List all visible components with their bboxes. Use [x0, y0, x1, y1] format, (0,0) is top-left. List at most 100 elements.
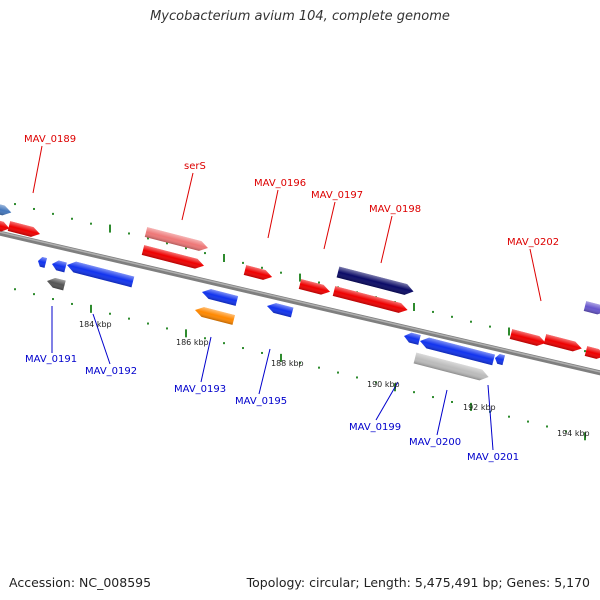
lower-track-tick — [71, 302, 73, 305]
kbp-label: 186 kbp — [176, 338, 209, 347]
lower-track-tick — [546, 425, 548, 428]
gene-MAV_0197-shade — [298, 279, 331, 295]
label-MAV_0198-leader — [380, 215, 393, 264]
gene-MAV_0196-shade — [243, 265, 273, 280]
edge-gene-red-left — [0, 219, 10, 232]
lower-track-tick — [33, 293, 35, 296]
label-MAV_0189-label: MAV_0189 — [24, 134, 76, 145]
lower-track-tick — [128, 317, 130, 320]
kbp-label: 192 kbp — [463, 403, 496, 412]
label-MAV_0193-label: MAV_0193 — [174, 384, 226, 395]
label-MAV_0200-label: MAV_0200 — [409, 437, 461, 448]
lower-track-tick — [565, 430, 567, 433]
gene-unlabelled-red — [543, 334, 582, 352]
accession-label: Accession: NC_008595 — [9, 575, 152, 590]
gene-MAV_0202-shade — [509, 329, 546, 346]
edge-gene-purple-right — [583, 301, 600, 315]
lower-track-tick — [14, 288, 16, 291]
gene-MAV_0198 — [332, 286, 408, 313]
upper-track-tick — [204, 252, 206, 255]
edge-gene-red-left-shade — [0, 219, 10, 232]
upper-track-tick — [584, 350, 586, 353]
gene-serS-neighbor — [141, 245, 205, 269]
gene-unlabelled-red-shade — [543, 334, 582, 352]
upper-track-tick — [280, 271, 282, 274]
gene-small-blue-d-shade — [404, 332, 421, 345]
lower-track-tick — [147, 322, 149, 325]
lower-track-tick — [166, 327, 168, 330]
gene-MAV_0191 — [47, 277, 66, 291]
lower-track-tick — [356, 376, 358, 379]
gene-MAV_0192-shade — [67, 261, 135, 288]
gene-serS-shade — [144, 227, 208, 251]
label-MAV_0189-leader — [32, 145, 43, 194]
upper-track-tick — [261, 266, 263, 269]
label-MAV_0200-leader — [436, 389, 448, 436]
label-MAV_0197-label: MAV_0197 — [311, 190, 363, 201]
label-MAV_0196-label: MAV_0196 — [254, 178, 306, 189]
lower-track-tick — [204, 337, 206, 340]
gene-MAV_0197 — [298, 279, 331, 295]
edge-gene-steelblue-shade — [0, 202, 12, 216]
gene-features — [0, 202, 600, 381]
upper-track-tick — [128, 232, 130, 235]
label-MAV_0197-leader — [323, 201, 336, 250]
gene-small-blue-a-shade — [38, 256, 47, 268]
gene-small-blue-a — [38, 256, 47, 268]
label-serS-leader — [181, 172, 194, 221]
upper-track-tick — [489, 325, 491, 328]
upper-track-tick — [33, 207, 35, 210]
lower-track-tick — [375, 381, 377, 384]
upper-track-tick — [185, 247, 187, 250]
lower-track-tick — [223, 342, 225, 345]
gene-MAV_0201-shade — [413, 352, 489, 381]
lower-track-tick — [508, 415, 510, 418]
lower-track-tick — [432, 396, 434, 399]
lower-track-tick — [299, 361, 301, 364]
edge-gene-steelblue — [0, 202, 12, 216]
kbp-label: 184 kbp — [79, 320, 112, 329]
gene-serS — [144, 227, 208, 251]
kbp-label: 194 kbp — [557, 429, 590, 438]
lower-track-tick — [413, 391, 415, 394]
lower-track-tick — [52, 298, 54, 301]
gene-MAV_0198-shade — [332, 286, 408, 313]
upper-track-tick — [318, 281, 320, 284]
gene-MAV_0202 — [509, 329, 546, 346]
gene-MAV_0199-shade — [420, 337, 495, 366]
gene-labels: MAV_0189 serS MAV_0196 MAV_0197 MAV_0198 MAV_… — [24, 134, 590, 463]
lower-track-tick — [318, 366, 320, 369]
lower-track-tick — [242, 347, 244, 350]
gene-blue-c — [202, 289, 239, 306]
label-MAV_0195-leader — [258, 348, 271, 395]
kbp-label: 190 kbp — [367, 380, 400, 389]
label-MAV_0201-leader — [487, 384, 494, 451]
label-serS-label: serS — [184, 161, 206, 172]
upper-track-tick — [432, 310, 434, 313]
upper-track-tick — [52, 212, 54, 215]
gene-MAV_0193-shade — [195, 307, 235, 325]
upper-track-tick — [166, 242, 168, 245]
gene-MAV_0196 — [243, 265, 273, 280]
gene-MAV_0199 — [420, 337, 495, 366]
label-MAV_0193-leader — [200, 336, 212, 383]
upper-track-tick — [90, 222, 92, 225]
gene-MAV_0193 — [195, 307, 235, 325]
gene-small-blue-d — [404, 332, 421, 345]
label-MAV_0192-label: MAV_0192 — [85, 366, 137, 377]
lower-track-tick — [109, 312, 111, 315]
gene-serS-neighbor-shade — [141, 245, 205, 269]
gene-MAV_0191-shade — [47, 277, 66, 291]
label-MAV_0198-label: MAV_0198 — [369, 204, 421, 215]
gene-navy-shade — [336, 266, 414, 295]
gene-MAV_0200-shade — [495, 354, 505, 366]
gene-small-blue-b-shade — [52, 260, 67, 273]
genome-summary: Topology: circular; Length: 5,475,491 bp… — [246, 575, 590, 590]
lower-track-tick — [337, 371, 339, 374]
gene-MAV_0201 — [413, 352, 489, 381]
lower-track-tick — [261, 351, 263, 354]
backbone-line — [0, 230, 600, 376]
kbp-label: 188 kbp — [271, 359, 304, 368]
label-MAV_0196-leader — [267, 189, 279, 239]
